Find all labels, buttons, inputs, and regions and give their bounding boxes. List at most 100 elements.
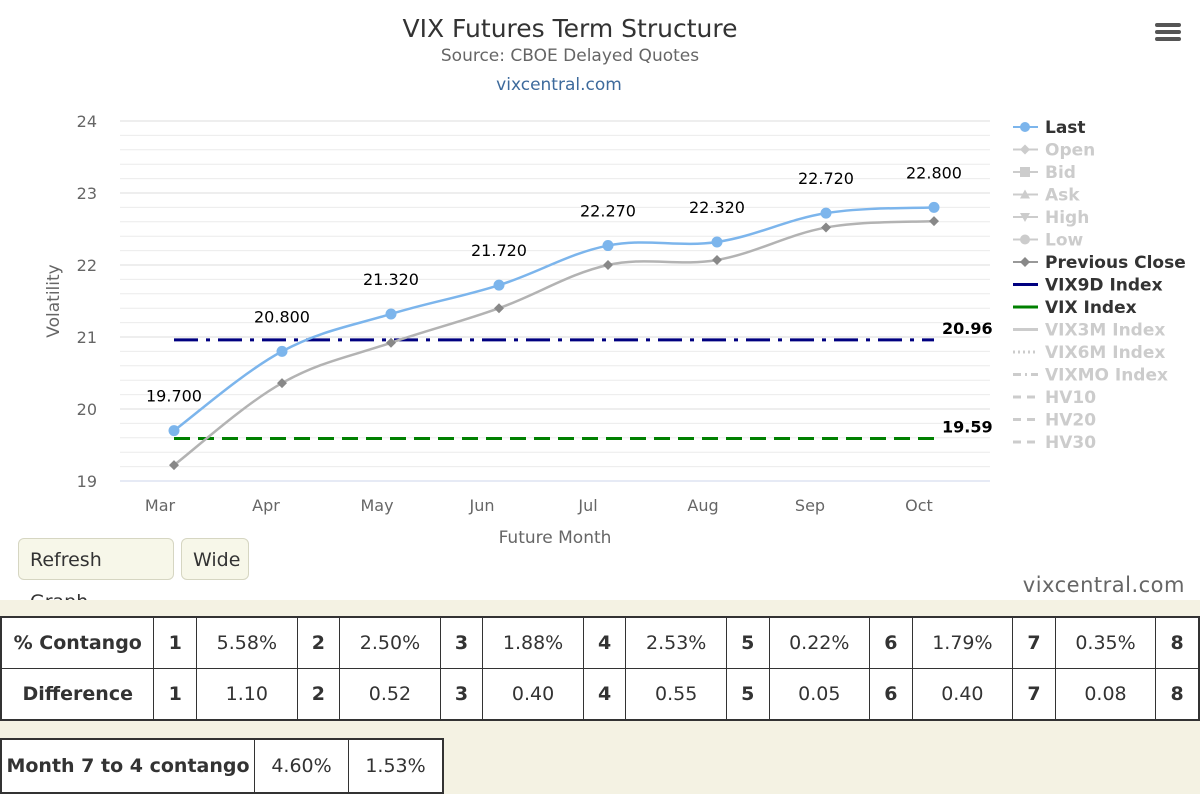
legend-item[interactable]: VIX9D Index: [1013, 276, 1163, 296]
chart-container: VIX Futures Term Structure Source: CBOE D…: [18, 14, 1186, 613]
table-cell: 0.05: [768, 668, 871, 721]
last-data-label: 22.800: [906, 163, 962, 182]
legend-item[interactable]: High: [1013, 208, 1089, 228]
legend-item[interactable]: Ask: [1013, 186, 1080, 206]
legend-label: Open: [1045, 141, 1095, 161]
table-cell: 0.52: [339, 668, 441, 721]
month-number: 3: [439, 616, 484, 669]
chart-subtitle: Source: CBOE Delayed Quotes: [441, 46, 699, 66]
wide-button[interactable]: Wide: [181, 538, 249, 580]
month-number: 1: [153, 616, 198, 669]
month-number: 3: [439, 668, 484, 721]
credit-link[interactable]: vixcentral.com: [1022, 573, 1185, 597]
table-cell: 0.35%: [1054, 616, 1157, 669]
last-data-label: 22.270: [580, 202, 636, 221]
x-tick-label: Jun: [469, 496, 495, 515]
legend-label: VIX3M Index: [1045, 321, 1165, 341]
legend-label: HV30: [1045, 433, 1096, 453]
legend-item[interactable]: Last: [1013, 118, 1086, 138]
legend-circle-icon: [1020, 122, 1030, 132]
last-point: [602, 240, 614, 252]
y-tick-label: 24: [77, 112, 97, 131]
previous-close-point: [821, 222, 831, 233]
legend-item[interactable]: Open: [1013, 141, 1095, 161]
row-header: Difference: [0, 668, 155, 721]
previous-close-point: [929, 216, 939, 227]
month-number: 8: [1155, 668, 1200, 721]
legend-label: VIXMO Index: [1045, 366, 1168, 386]
table-cell: 1.88%: [482, 616, 584, 669]
term-structure-chart: VIX Futures Term Structure Source: CBOE D…: [44, 14, 1186, 548]
legend-label: Last: [1045, 118, 1086, 138]
table-cell: 0.40: [482, 668, 584, 721]
vix9d-label: 20.96: [942, 319, 993, 338]
legend-label: Previous Close: [1045, 253, 1186, 273]
last-data-label: 22.320: [689, 198, 745, 217]
legend-item[interactable]: Bid: [1013, 163, 1076, 183]
legend-item[interactable]: VIX6M Index: [1013, 343, 1165, 363]
previous-close-point: [169, 460, 179, 471]
previous-close-point: [712, 254, 722, 265]
legend-item[interactable]: VIX3M Index: [1013, 321, 1165, 341]
x-tick-label: Jul: [577, 496, 597, 515]
legend-label: VIX Index: [1045, 298, 1137, 318]
row-header: Month 7 to 4 contango: [0, 738, 255, 794]
row-header: % Contango: [0, 616, 155, 669]
table-cell: 1.10: [196, 668, 298, 721]
previous-close-point: [277, 378, 287, 389]
last-data-label: 22.720: [798, 169, 854, 188]
legend-item[interactable]: HV30: [1013, 433, 1096, 453]
menu-icon[interactable]: [1150, 20, 1186, 50]
y-tick-label: 19: [77, 472, 97, 491]
last-point: [276, 345, 288, 357]
y-axis-title: Volatility: [44, 264, 64, 337]
x-tick-label: Mar: [145, 496, 176, 515]
refresh-graph-button[interactable]: Refresh Graph: [18, 538, 174, 613]
last-point: [820, 207, 832, 219]
legend-label: HV20: [1045, 411, 1096, 431]
y-tick-label: 23: [77, 184, 97, 203]
chart-title: VIX Futures Term Structure: [403, 14, 738, 43]
table-row: Month 7 to 4 contango 4.60% 1.53%: [0, 738, 444, 794]
last-point: [711, 236, 723, 248]
legend-item[interactable]: HV20: [1013, 411, 1096, 431]
x-tick-label: Sep: [795, 496, 825, 515]
legend-triangle-icon: [1020, 189, 1030, 199]
month-number: 4: [582, 668, 627, 721]
legend-item[interactable]: Low: [1013, 231, 1084, 251]
month-number: 2: [296, 668, 341, 721]
last-point: [385, 308, 397, 320]
previous-close-point: [494, 303, 504, 314]
previous-close-line: [173, 219, 935, 467]
table-cell: 1.79%: [911, 616, 1014, 669]
legend-item[interactable]: HV10: [1013, 388, 1096, 408]
table-row: % Contango 1 5.58% 2 2.50% 3 1.88% 4 2.53% 5 0.22…: [0, 616, 1200, 669]
table-cell: 0.40: [911, 668, 1014, 721]
legend-circle-icon: [1020, 234, 1030, 245]
legend-item[interactable]: VIX Index: [1013, 298, 1137, 318]
x-axis-title: Future Month: [499, 528, 612, 548]
previous-close-point: [603, 260, 613, 270]
table-cell: 0.55: [625, 668, 727, 721]
x-tick-label: May: [360, 496, 393, 515]
last-point: [928, 201, 940, 213]
y-tick-label: 20: [77, 400, 97, 419]
y-tick-label: 21: [77, 328, 97, 347]
last-data-label: 21.320: [363, 270, 419, 289]
legend-item[interactable]: Previous Close: [1013, 253, 1186, 273]
legend-label: High: [1045, 208, 1089, 228]
last-point: [168, 425, 180, 437]
legend-item[interactable]: VIXMO Index: [1013, 366, 1168, 386]
month-number: 7: [1012, 668, 1056, 721]
month-number: 5: [725, 616, 770, 669]
month-number: 6: [869, 668, 913, 721]
legend-label: VIX6M Index: [1045, 343, 1165, 363]
last-data-label: 21.720: [471, 241, 527, 260]
month-number: 6: [869, 616, 913, 669]
previous-close-point: [386, 337, 396, 348]
legend-diamond-icon: [1020, 257, 1030, 267]
x-tick-label: Aug: [687, 496, 718, 515]
last-point: [493, 279, 505, 291]
legend-triangle-down-icon: [1020, 213, 1030, 222]
